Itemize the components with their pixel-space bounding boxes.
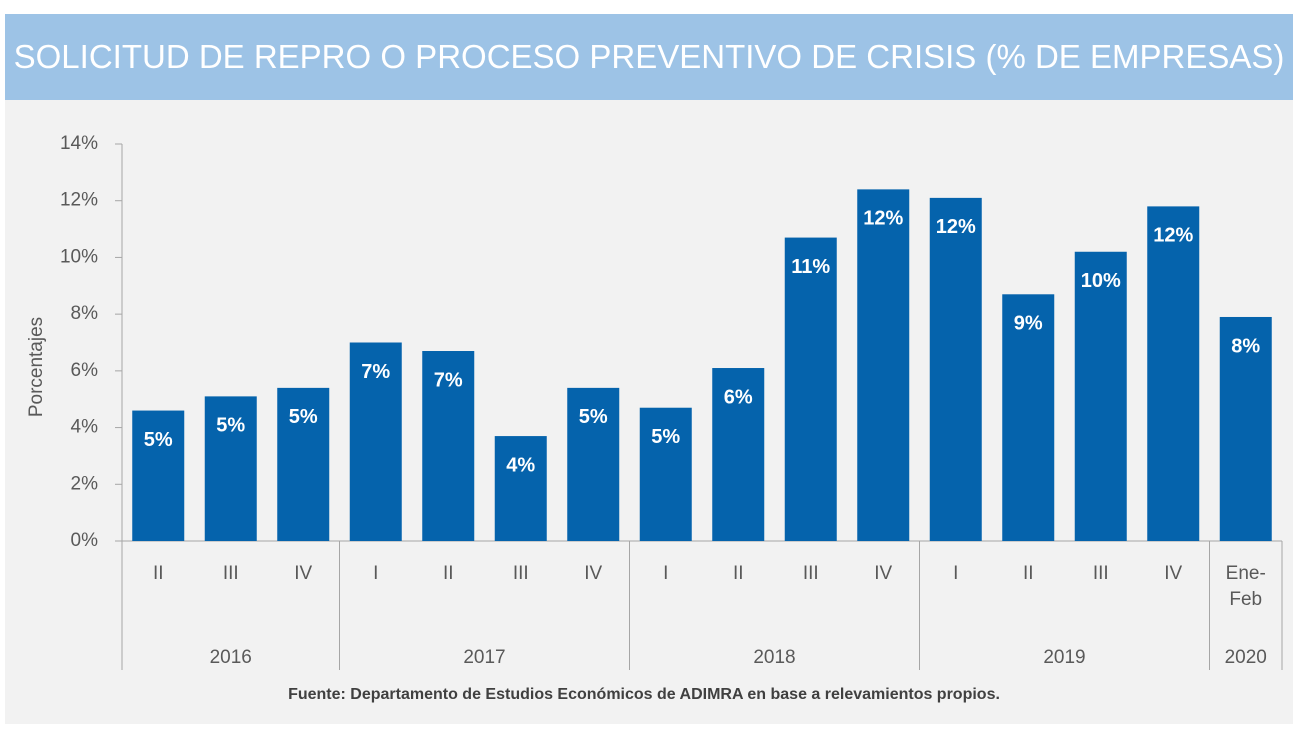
x-tick-label: I (663, 563, 669, 584)
bar (929, 197, 982, 541)
bar (857, 189, 910, 541)
y-tick-label: 2% (71, 473, 99, 494)
x-tick-label: III (512, 563, 529, 584)
chart-title: SOLICITUD DE REPRO O PROCESO PREVENTIVO … (5, 14, 1293, 100)
y-tick-label: 8% (71, 303, 99, 324)
bar (1074, 251, 1127, 541)
chart: Porcentajes Fuente: Departamento de Estu… (26, 133, 1283, 703)
source-note: Fuente: Departamento de Estudios Económi… (288, 686, 1000, 703)
x-tick-label: II (442, 563, 454, 584)
data-label: 7% (434, 369, 463, 391)
bar (1002, 294, 1055, 541)
bar (784, 237, 837, 542)
x-tick-label: I (953, 563, 959, 584)
bar (349, 342, 402, 541)
x-group-label: 2018 (753, 647, 795, 668)
y-axis-label: Porcentajes (26, 317, 47, 417)
x-tick-label: III (222, 563, 239, 584)
x-tick-label: II (732, 563, 744, 584)
data-label: 8% (1231, 335, 1260, 357)
x-tick-label: I (373, 563, 379, 584)
y-tick-label: 6% (71, 360, 99, 381)
y-tick-label: 12% (60, 190, 98, 211)
bar (639, 407, 692, 541)
chart-panel: SOLICITUD DE REPRO O PROCESO PREVENTIVO … (5, 14, 1293, 724)
x-tick-label: III (1092, 563, 1109, 584)
bar (1219, 316, 1272, 541)
bar (712, 368, 765, 541)
data-label: 5% (579, 406, 608, 428)
y-tick-label: 14% (60, 133, 98, 154)
data-label: 5% (289, 406, 318, 428)
x-tick-label: II (152, 563, 164, 584)
x-group-label: 2016 (210, 647, 252, 668)
data-label: 6% (724, 386, 753, 408)
x-tick-label: III (802, 563, 819, 584)
x-tick-label: IV (294, 563, 313, 584)
x-group-label: 2017 (463, 647, 505, 668)
y-tick-label: 10% (60, 246, 98, 267)
x-tick-label: IV (1164, 563, 1183, 584)
bar (204, 396, 257, 541)
data-label: 7% (361, 361, 390, 383)
bar (277, 387, 330, 541)
data-label: 12% (936, 216, 976, 238)
y-tick-label: 4% (71, 417, 99, 438)
data-label: 11% (791, 256, 830, 278)
y-tick-label: 0% (71, 530, 99, 551)
data-label: 4% (506, 454, 535, 476)
data-label: 12% (863, 208, 903, 230)
x-group-label: 2020 (1225, 647, 1267, 668)
x-tick-label: Ene-Feb (1225, 563, 1266, 610)
data-label: 5% (651, 426, 680, 448)
data-label: 9% (1014, 313, 1043, 335)
data-label: 5% (216, 415, 245, 437)
x-tick-label: IV (874, 563, 893, 584)
x-tick-label: IV (584, 563, 603, 584)
data-label: 10% (1081, 270, 1121, 292)
bar (132, 410, 185, 541)
bar (567, 387, 620, 541)
bar (422, 351, 475, 541)
bar (1147, 206, 1200, 541)
bar (494, 436, 547, 541)
data-label: 12% (1153, 225, 1193, 247)
x-group-label: 2019 (1043, 647, 1085, 668)
data-label: 5% (144, 429, 173, 451)
x-tick-label: II (1022, 563, 1034, 584)
